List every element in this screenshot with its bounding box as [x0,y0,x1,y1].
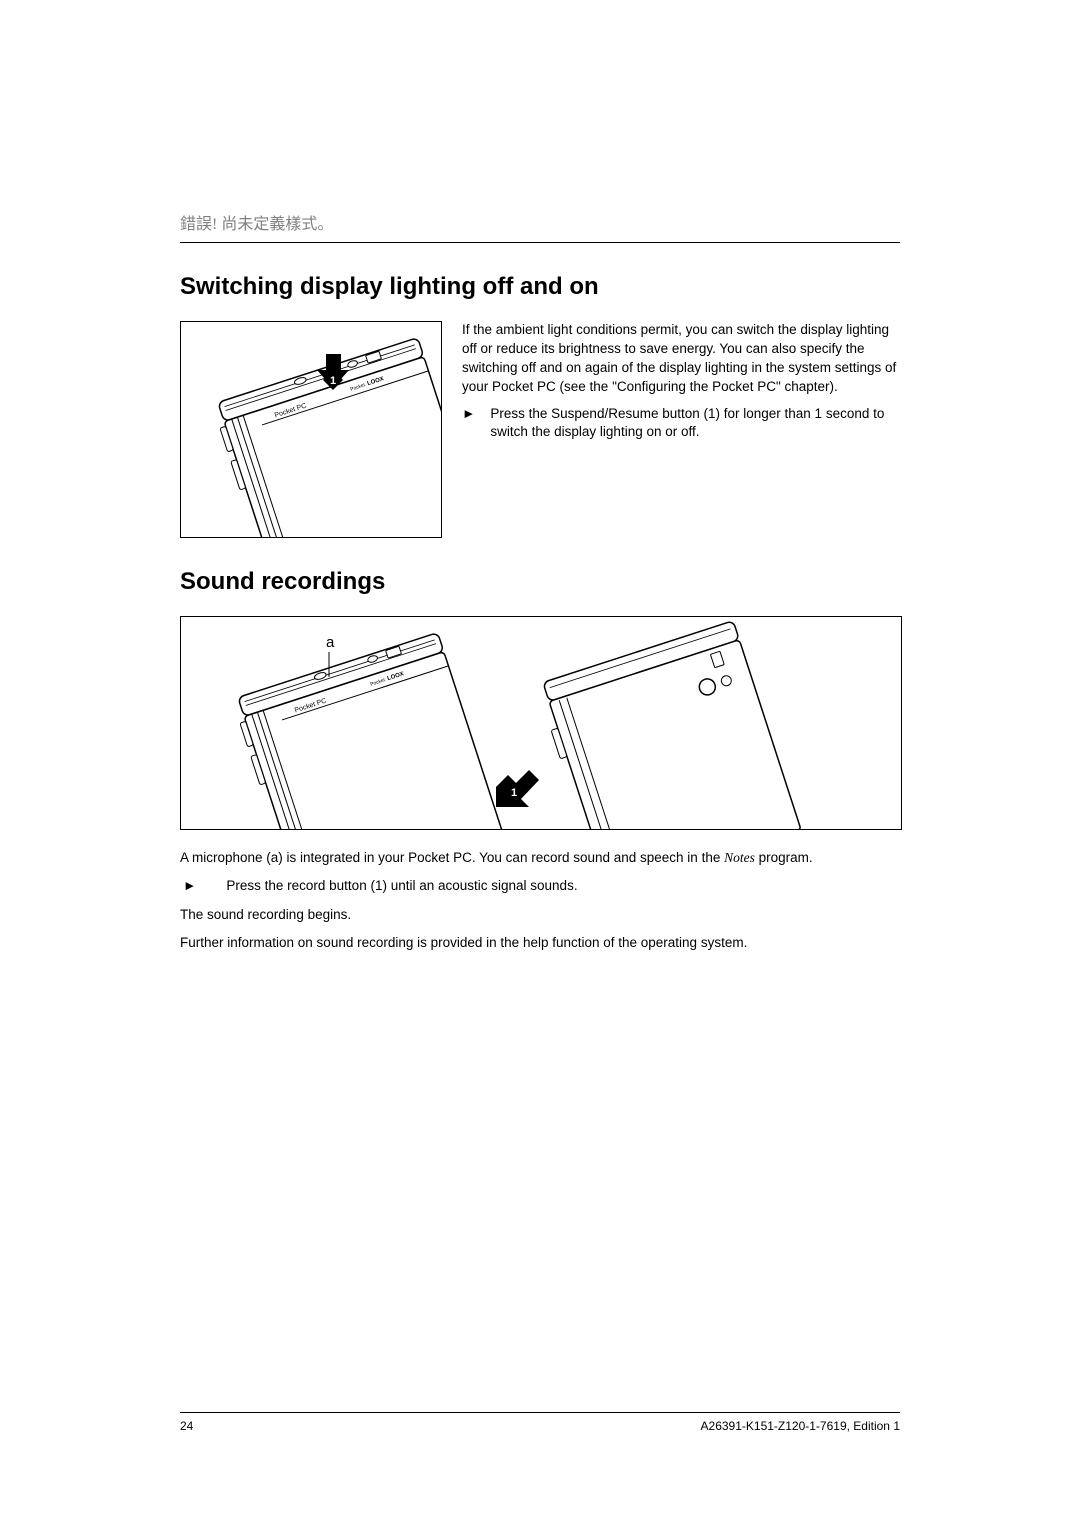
section1-figure: Pocket PC Pocket LOOX 1 [180,321,442,538]
page-number: 24 [180,1419,193,1433]
callout-arrow-2: 1 [496,770,539,807]
section2-bullet: ► Press the record button (1) until an a… [180,876,900,896]
callout-1-label-2: 1 [511,787,517,799]
header-divider [180,242,900,243]
document-page: 錯誤! 尚未定義樣式。 Switching display lighting o… [0,0,1080,1528]
bullet-marker: ► [462,405,475,443]
section1-heading: Switching display lighting off and on [180,273,900,301]
bullet-text-2: Press the record button (1) until an aco… [226,876,577,896]
section2-heading: Sound recordings [180,568,900,596]
section2-para1-b: program. [755,850,813,865]
header-error-text: 錯誤! 尚未定義樣式。 [180,210,900,234]
section2-para1: A microphone (a) is integrated in your P… [180,848,900,868]
footer-divider [180,1412,900,1413]
doc-reference: A26391-K151-Z120-1-7619, Edition 1 [701,1419,900,1433]
section1-paragraph: If the ambient light conditions permit, … [462,321,900,397]
device-illustration-1: Pocket PC Pocket LOOX 1 [181,322,441,537]
section1-content: Pocket PC Pocket LOOX 1 [180,321,900,538]
bullet-marker-2: ► [183,876,196,896]
section1-bullet: ► Press the Suspend/Resume button (1) fo… [462,405,900,443]
callout-a-label: a [326,634,335,651]
section2-para2: The sound recording begins. [180,905,900,925]
section2-figure: Pocket PC Pocket LOOX a [180,616,902,830]
section2-para1-a: A microphone (a) is integrated in your P… [180,850,724,865]
callout-1-label: 1 [330,375,336,387]
section1-text: If the ambient light conditions permit, … [462,321,900,538]
device-illustration-2: Pocket PC Pocket LOOX a [181,617,901,829]
section2-para1-italic: Notes [724,850,755,865]
bullet-text: Press the Suspend/Resume button (1) for … [490,405,900,443]
section2-para3: Further information on sound recording i… [180,933,900,953]
page-footer: 24 A26391-K151-Z120-1-7619, Edition 1 [180,1412,900,1433]
